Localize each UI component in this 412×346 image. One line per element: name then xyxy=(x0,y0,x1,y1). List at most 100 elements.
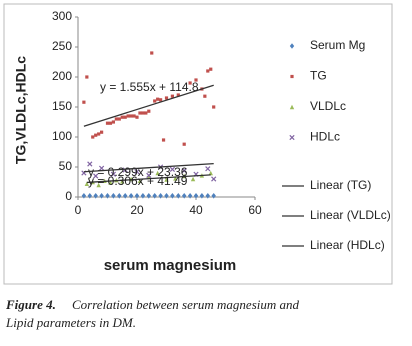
data-point xyxy=(164,96,169,100)
data-point xyxy=(91,135,95,139)
data-point xyxy=(138,111,142,115)
chart-frame xyxy=(3,3,393,285)
data-point xyxy=(150,51,154,55)
y-tick-label: 250 xyxy=(52,39,72,53)
x-tick-label: 40 xyxy=(189,203,203,217)
y-tick-label: 200 xyxy=(52,69,72,83)
legend-label: TG xyxy=(310,69,327,83)
data-point xyxy=(144,111,148,115)
data-point xyxy=(137,178,143,183)
data-point xyxy=(176,93,180,97)
caption-text: Lipid parameters in DM. xyxy=(5,315,136,330)
data-point xyxy=(209,67,213,71)
trend-label: y = 0.306x + 41.49 xyxy=(88,174,188,188)
data-point xyxy=(87,161,93,167)
data-point xyxy=(96,182,101,188)
caption-label: Figure 4. xyxy=(5,297,56,312)
legend-marker xyxy=(289,134,295,141)
data-point xyxy=(128,193,134,199)
legend-marker xyxy=(290,74,294,79)
data-point xyxy=(211,193,216,199)
data-point xyxy=(206,69,210,73)
data-point xyxy=(134,193,140,199)
data-point xyxy=(97,132,101,136)
y-tick-label: 100 xyxy=(52,129,72,143)
legend-label: HDLc xyxy=(310,130,340,144)
data-point xyxy=(158,193,163,199)
data-point xyxy=(93,193,98,199)
data-point xyxy=(105,121,110,125)
y-tick-label: 50 xyxy=(59,159,73,173)
data-point xyxy=(155,170,160,176)
data-point xyxy=(182,142,186,146)
y-tick-label: 150 xyxy=(52,99,72,113)
data-point xyxy=(93,173,99,179)
legend-label: Linear (VLDLc) xyxy=(310,208,391,222)
data-point xyxy=(181,167,187,174)
data-point xyxy=(140,193,146,199)
data-point xyxy=(188,81,192,85)
trend-line xyxy=(86,174,211,184)
data-point xyxy=(164,193,169,199)
data-point xyxy=(94,133,98,137)
data-point xyxy=(81,193,87,199)
legend-marker xyxy=(289,43,295,49)
data-point xyxy=(153,99,157,103)
y-axis-title: TG,VLDLc,HDLc xyxy=(13,56,29,164)
data-point xyxy=(110,171,117,177)
data-point xyxy=(176,193,181,199)
data-point xyxy=(85,75,89,79)
data-point xyxy=(114,117,118,121)
data-point xyxy=(152,193,157,199)
legend-label: VLDLc xyxy=(310,99,346,113)
data-point xyxy=(98,165,105,171)
data-point xyxy=(190,176,196,182)
data-point xyxy=(187,193,193,199)
data-point xyxy=(135,115,139,119)
data-point xyxy=(211,176,217,182)
x-tick-label: 60 xyxy=(248,203,262,217)
data-point xyxy=(126,114,130,118)
data-point xyxy=(173,176,178,181)
data-point xyxy=(141,111,145,115)
data-point xyxy=(123,115,127,119)
data-point xyxy=(146,193,151,199)
data-point xyxy=(117,117,121,121)
data-point xyxy=(111,193,116,199)
data-point xyxy=(123,193,128,199)
data-point xyxy=(105,193,110,199)
data-point xyxy=(170,193,175,199)
data-point xyxy=(205,193,210,199)
x-tick-label: 20 xyxy=(130,203,144,217)
data-point xyxy=(129,114,133,118)
legend-label: Linear (TG) xyxy=(310,178,371,192)
caption-text: Correlation between serum magnesium and xyxy=(72,297,299,312)
data-point xyxy=(164,177,169,182)
data-point xyxy=(134,169,140,175)
data-point xyxy=(156,97,160,101)
data-point xyxy=(182,193,187,199)
legend-label: Linear (HDLc) xyxy=(310,238,385,252)
data-point xyxy=(132,114,136,118)
data-point xyxy=(193,193,199,199)
trend-line xyxy=(83,84,214,127)
data-point xyxy=(169,166,176,173)
data-point xyxy=(203,94,207,98)
trend-label: y = 1.555x + 114.8 xyxy=(100,80,199,94)
data-point xyxy=(159,98,163,102)
data-point xyxy=(147,109,151,113)
data-point xyxy=(199,193,205,199)
data-point xyxy=(111,120,115,124)
data-point xyxy=(120,179,125,184)
y-tick-label: 0 xyxy=(65,189,72,203)
data-point xyxy=(100,130,104,134)
data-point xyxy=(161,138,166,142)
data-point xyxy=(87,193,92,199)
trend-label: y = 0.299x + 23.36 xyxy=(88,165,188,179)
data-point xyxy=(208,170,213,176)
data-point xyxy=(82,100,86,104)
data-point xyxy=(117,193,122,199)
legend-label: Serum Mg xyxy=(310,38,365,52)
data-point xyxy=(170,94,174,98)
